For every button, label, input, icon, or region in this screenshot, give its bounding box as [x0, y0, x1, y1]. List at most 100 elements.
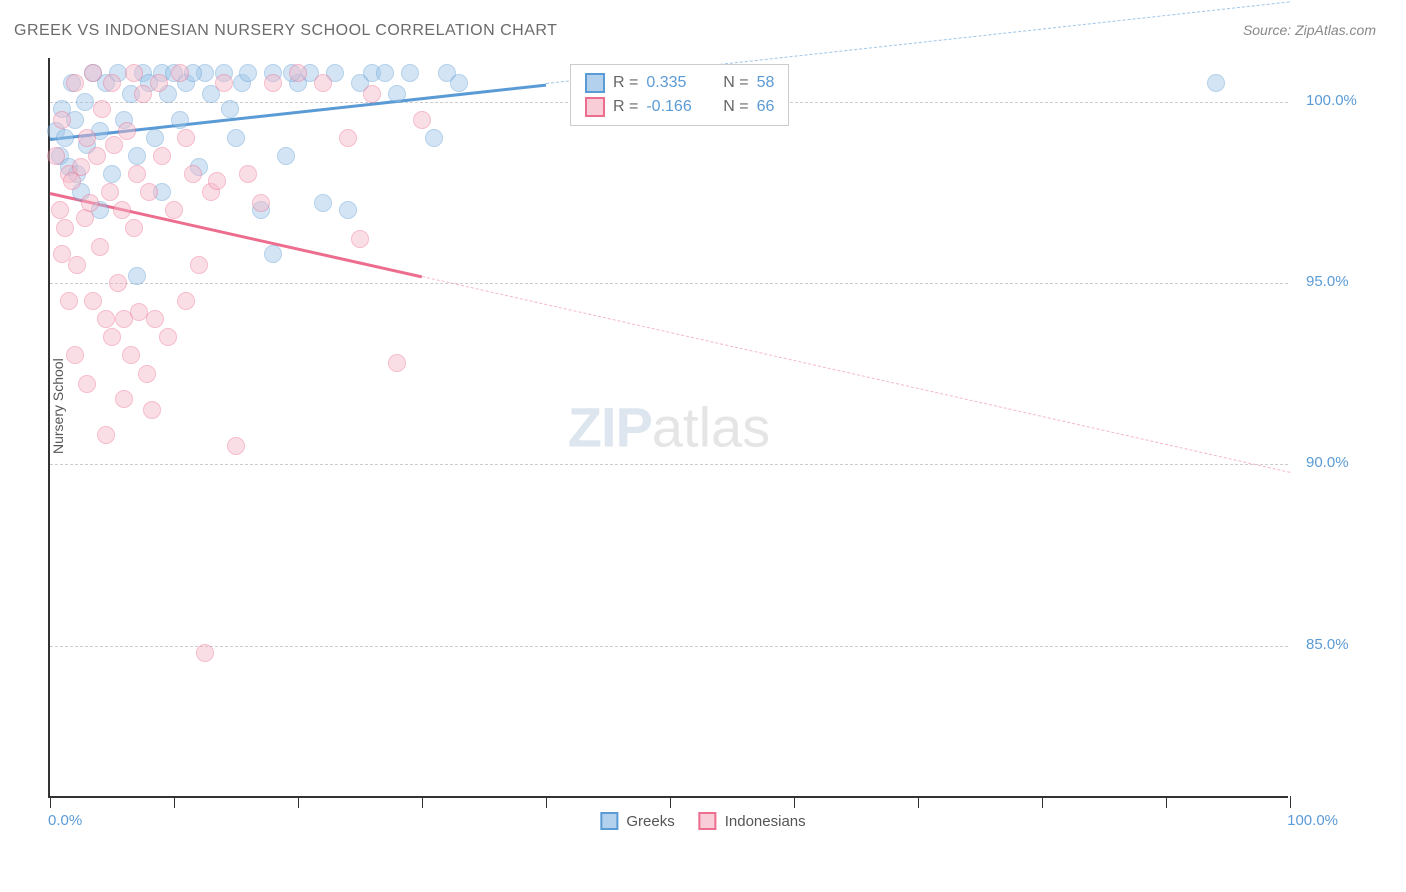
scatter-point — [413, 111, 431, 129]
scatter-point — [66, 74, 84, 92]
scatter-point — [314, 194, 332, 212]
watermark: ZIPatlas — [568, 395, 770, 460]
scatter-point — [68, 256, 86, 274]
grid-line — [50, 283, 1288, 284]
scatter-point — [153, 147, 171, 165]
trend-line — [422, 276, 1290, 473]
scatter-point — [227, 437, 245, 455]
scatter-point — [105, 136, 123, 154]
scatter-point — [339, 201, 357, 219]
x-axis-min-label: 0.0% — [48, 812, 82, 829]
scatter-point — [215, 74, 233, 92]
scatter-point — [66, 346, 84, 364]
x-axis-max-label: 100.0% — [1287, 812, 1338, 829]
scatter-point — [101, 183, 119, 201]
y-tick-label: 95.0% — [1306, 273, 1349, 290]
scatter-point — [314, 74, 332, 92]
x-tick — [298, 796, 299, 808]
scatter-point — [118, 122, 136, 140]
scatter-point — [239, 165, 257, 183]
scatter-point — [143, 401, 161, 419]
scatter-point — [208, 172, 226, 190]
scatter-point — [227, 129, 245, 147]
series-legend: Greeks Indonesians — [600, 812, 805, 830]
scatter-point — [128, 165, 146, 183]
scatter-point — [103, 165, 121, 183]
scatter-point — [146, 129, 164, 147]
scatter-point — [84, 64, 102, 82]
scatter-point — [81, 194, 99, 212]
scatter-point — [171, 111, 189, 129]
scatter-point — [177, 292, 195, 310]
x-tick — [174, 796, 175, 808]
x-tick — [50, 796, 51, 808]
chart-title: GREEK VS INDONESIAN NURSERY SCHOOL CORRE… — [14, 22, 557, 40]
scatter-point — [109, 274, 127, 292]
scatter-point — [221, 100, 239, 118]
scatter-point — [252, 194, 270, 212]
scatter-point — [60, 292, 78, 310]
scatter-point — [56, 219, 74, 237]
scatter-point — [97, 310, 115, 328]
x-tick — [1042, 796, 1043, 808]
correlation-legend-row: R = -0.166 N = 66 — [585, 97, 774, 117]
x-tick — [670, 796, 671, 808]
scatter-point — [84, 292, 102, 310]
legend-n-label: N = — [714, 98, 748, 116]
scatter-point — [190, 256, 208, 274]
legend-r-label: R = — [613, 98, 638, 116]
scatter-point — [103, 328, 121, 346]
series-legend-item: Indonesians — [699, 812, 806, 830]
scatter-point — [88, 147, 106, 165]
series-legend-label: Indonesians — [725, 813, 806, 830]
scatter-point — [264, 245, 282, 263]
scatter-point — [165, 201, 183, 219]
scatter-point — [128, 147, 146, 165]
scatter-point — [376, 64, 394, 82]
scatter-point — [53, 245, 71, 263]
scatter-point — [122, 346, 140, 364]
scatter-point — [51, 201, 69, 219]
legend-swatch — [585, 97, 605, 117]
x-tick — [794, 796, 795, 808]
legend-r-label: R = — [613, 74, 638, 92]
legend-swatch — [699, 812, 717, 830]
scatter-point — [339, 129, 357, 147]
grid-line — [50, 464, 1288, 465]
correlation-legend: R = 0.335 N = 58 R = -0.166 N = 66 — [570, 64, 789, 126]
scatter-point — [56, 129, 74, 147]
scatter-point — [78, 129, 96, 147]
scatter-point — [264, 74, 282, 92]
scatter-point — [53, 111, 71, 129]
scatter-point — [150, 74, 168, 92]
scatter-point — [146, 310, 164, 328]
grid-line — [50, 646, 1288, 647]
x-tick — [1290, 796, 1291, 808]
series-legend-item: Greeks — [600, 812, 674, 830]
legend-swatch — [600, 812, 618, 830]
scatter-point — [47, 147, 65, 165]
scatter-point — [159, 328, 177, 346]
x-tick — [918, 796, 919, 808]
scatter-point — [93, 100, 111, 118]
scatter-point — [78, 375, 96, 393]
scatter-point — [363, 85, 381, 103]
scatter-point — [196, 644, 214, 662]
scatter-point — [76, 93, 94, 111]
scatter-point — [388, 354, 406, 372]
legend-n-label: N = — [714, 74, 748, 92]
correlation-legend-row: R = 0.335 N = 58 — [585, 73, 774, 93]
scatter-point — [138, 365, 156, 383]
scatter-point — [140, 183, 158, 201]
legend-n-value: 58 — [757, 74, 775, 92]
scatter-point — [351, 230, 369, 248]
scatter-point — [97, 426, 115, 444]
scatter-point — [1207, 74, 1225, 92]
legend-swatch — [585, 73, 605, 93]
x-tick — [546, 796, 547, 808]
scatter-point — [115, 390, 133, 408]
scatter-point — [425, 129, 443, 147]
scatter-point — [125, 64, 143, 82]
plot-area: ZIPatlas — [48, 58, 1288, 798]
watermark-atlas: atlas — [652, 396, 770, 459]
